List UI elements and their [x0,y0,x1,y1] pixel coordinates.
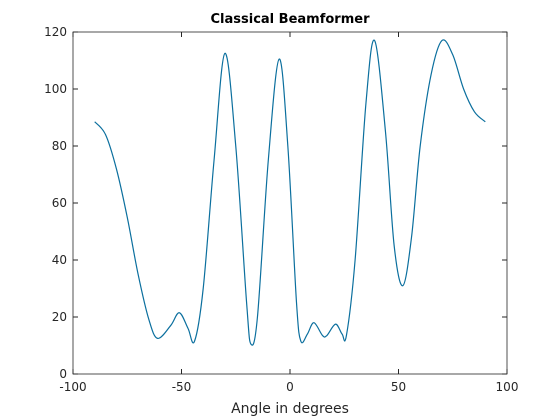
chart-title: Classical Beamformer [211,12,371,27]
x-axis-label: Angle in degrees [231,401,349,417]
y-tick-label: 100 [44,82,67,96]
y-tick-label: 80 [52,139,67,153]
data-line [94,39,486,346]
x-tick-label: 100 [496,380,519,394]
x-tick-label: 50 [391,380,406,394]
x-tick-label: 0 [286,380,294,394]
y-tick-label: 0 [59,367,67,381]
y-tick-label: 20 [52,310,67,324]
y-tick-label: 120 [44,25,67,39]
x-tick-label: -100 [59,380,86,394]
y-tick-label: 60 [52,196,67,210]
y-tick-label: 40 [52,253,67,267]
plot-area [73,32,507,374]
axes-box [72,31,508,375]
x-tick-label: -50 [172,380,192,394]
